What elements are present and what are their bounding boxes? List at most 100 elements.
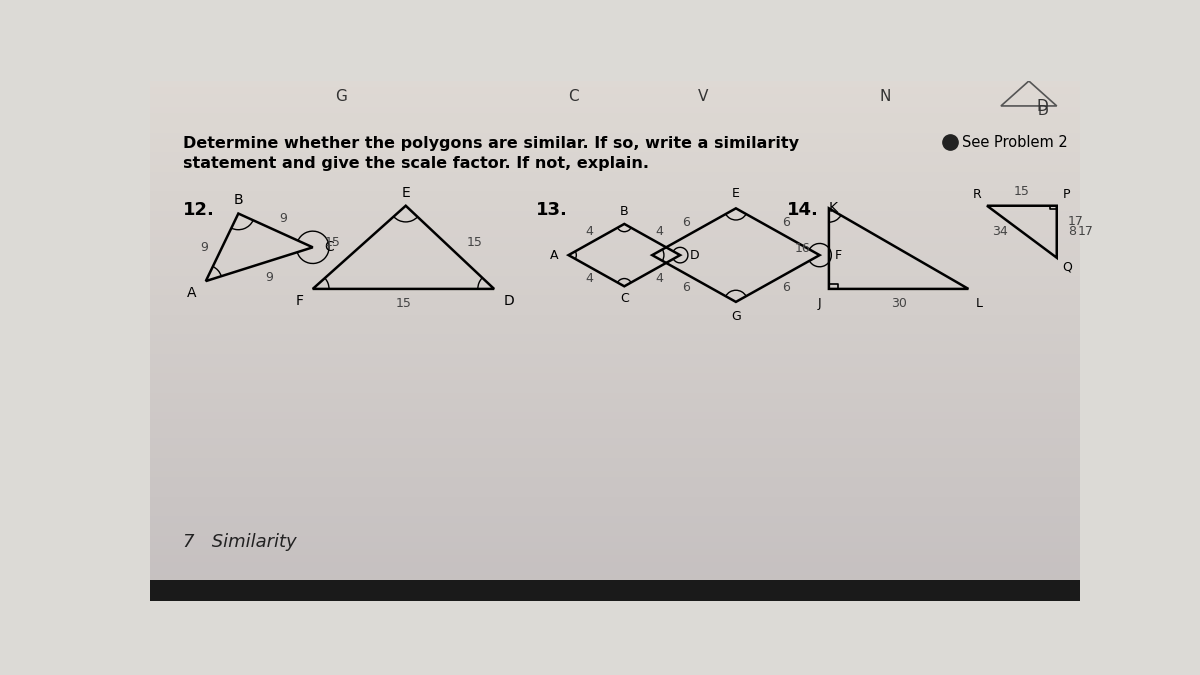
Bar	[150, 504, 1080, 510]
Bar	[150, 205, 1080, 211]
Bar	[150, 438, 1080, 445]
Bar	[150, 192, 1080, 198]
Text: L: L	[976, 297, 983, 310]
Text: 14.: 14.	[787, 200, 818, 219]
Text: 30: 30	[890, 297, 906, 310]
Bar	[150, 185, 1080, 192]
Bar	[150, 484, 1080, 490]
Text: B: B	[620, 205, 629, 218]
Bar	[150, 348, 1080, 354]
Bar	[150, 302, 1080, 308]
Text: 8: 8	[1068, 225, 1076, 238]
Text: G: G	[335, 89, 347, 104]
Bar	[150, 296, 1080, 302]
Text: 15: 15	[396, 297, 412, 310]
Text: 12.: 12.	[182, 200, 215, 219]
Bar	[150, 237, 1080, 244]
Bar	[150, 445, 1080, 452]
Text: 9: 9	[265, 271, 272, 284]
Text: 4: 4	[655, 272, 662, 286]
Text: statement and give the scale factor. If not, explain.: statement and give the scale factor. If …	[182, 157, 648, 171]
Bar	[150, 146, 1080, 153]
Bar	[150, 230, 1080, 237]
Text: D: D	[1037, 99, 1049, 114]
Text: N: N	[880, 89, 890, 104]
Bar	[150, 516, 1080, 523]
Bar	[150, 250, 1080, 256]
Bar	[150, 88, 1080, 94]
Bar	[150, 581, 1080, 588]
Bar	[150, 556, 1080, 562]
Bar	[150, 224, 1080, 230]
Text: 17: 17	[1078, 225, 1094, 238]
Text: R: R	[973, 188, 982, 200]
Bar	[150, 276, 1080, 282]
Text: A: A	[550, 248, 558, 262]
Bar	[150, 269, 1080, 276]
Text: 34: 34	[992, 225, 1008, 238]
Bar	[150, 308, 1080, 315]
Bar	[150, 172, 1080, 178]
Bar	[150, 94, 1080, 101]
Text: D: D	[1038, 105, 1048, 118]
Bar	[150, 101, 1080, 107]
Bar	[150, 282, 1080, 289]
Bar	[150, 386, 1080, 393]
Text: C: C	[568, 89, 578, 104]
Text: B: B	[234, 193, 244, 207]
Bar	[150, 471, 1080, 477]
Bar	[150, 360, 1080, 367]
Text: 16: 16	[794, 242, 810, 255]
Text: 6: 6	[682, 217, 690, 230]
Text: 15: 15	[467, 236, 482, 248]
Text: 4: 4	[586, 272, 594, 286]
Bar	[150, 373, 1080, 380]
Bar	[150, 107, 1080, 113]
Bar	[150, 217, 1080, 224]
Bar	[150, 588, 1080, 594]
Text: 9: 9	[200, 241, 209, 254]
Bar	[150, 211, 1080, 217]
Bar	[150, 328, 1080, 334]
Text: C: C	[324, 240, 334, 254]
Bar	[150, 263, 1080, 269]
Bar	[150, 81, 1080, 88]
Bar	[150, 477, 1080, 484]
Text: 15: 15	[1014, 185, 1030, 198]
Text: 17: 17	[1068, 215, 1084, 228]
Text: 6: 6	[682, 281, 690, 294]
Bar	[150, 418, 1080, 425]
Bar	[150, 393, 1080, 400]
Bar	[150, 510, 1080, 516]
Text: 4: 4	[586, 225, 594, 238]
Bar	[150, 165, 1080, 172]
Bar	[150, 575, 1080, 581]
Text: J: J	[818, 297, 822, 310]
Text: C: C	[620, 292, 629, 305]
Text: V: V	[698, 89, 708, 104]
Bar	[150, 289, 1080, 296]
Bar	[150, 452, 1080, 458]
Text: 13.: 13.	[536, 200, 568, 219]
Bar	[150, 244, 1080, 250]
Bar	[150, 159, 1080, 165]
Bar	[150, 580, 1080, 601]
Bar	[150, 490, 1080, 497]
Bar	[150, 594, 1080, 601]
Bar	[150, 178, 1080, 185]
Text: G: G	[731, 310, 740, 323]
Bar	[150, 133, 1080, 140]
Text: D: D	[504, 294, 514, 308]
Bar	[150, 400, 1080, 406]
Text: P: P	[1062, 188, 1070, 200]
Text: 6: 6	[782, 217, 790, 230]
Text: K: K	[829, 200, 838, 215]
Bar	[150, 568, 1080, 574]
Text: D: D	[690, 248, 700, 262]
Bar	[150, 341, 1080, 348]
Text: 7   Similarity: 7 Similarity	[182, 533, 296, 551]
Text: F: F	[835, 248, 841, 262]
Text: 9: 9	[280, 213, 287, 225]
Text: E: E	[401, 186, 410, 200]
Bar	[150, 542, 1080, 549]
